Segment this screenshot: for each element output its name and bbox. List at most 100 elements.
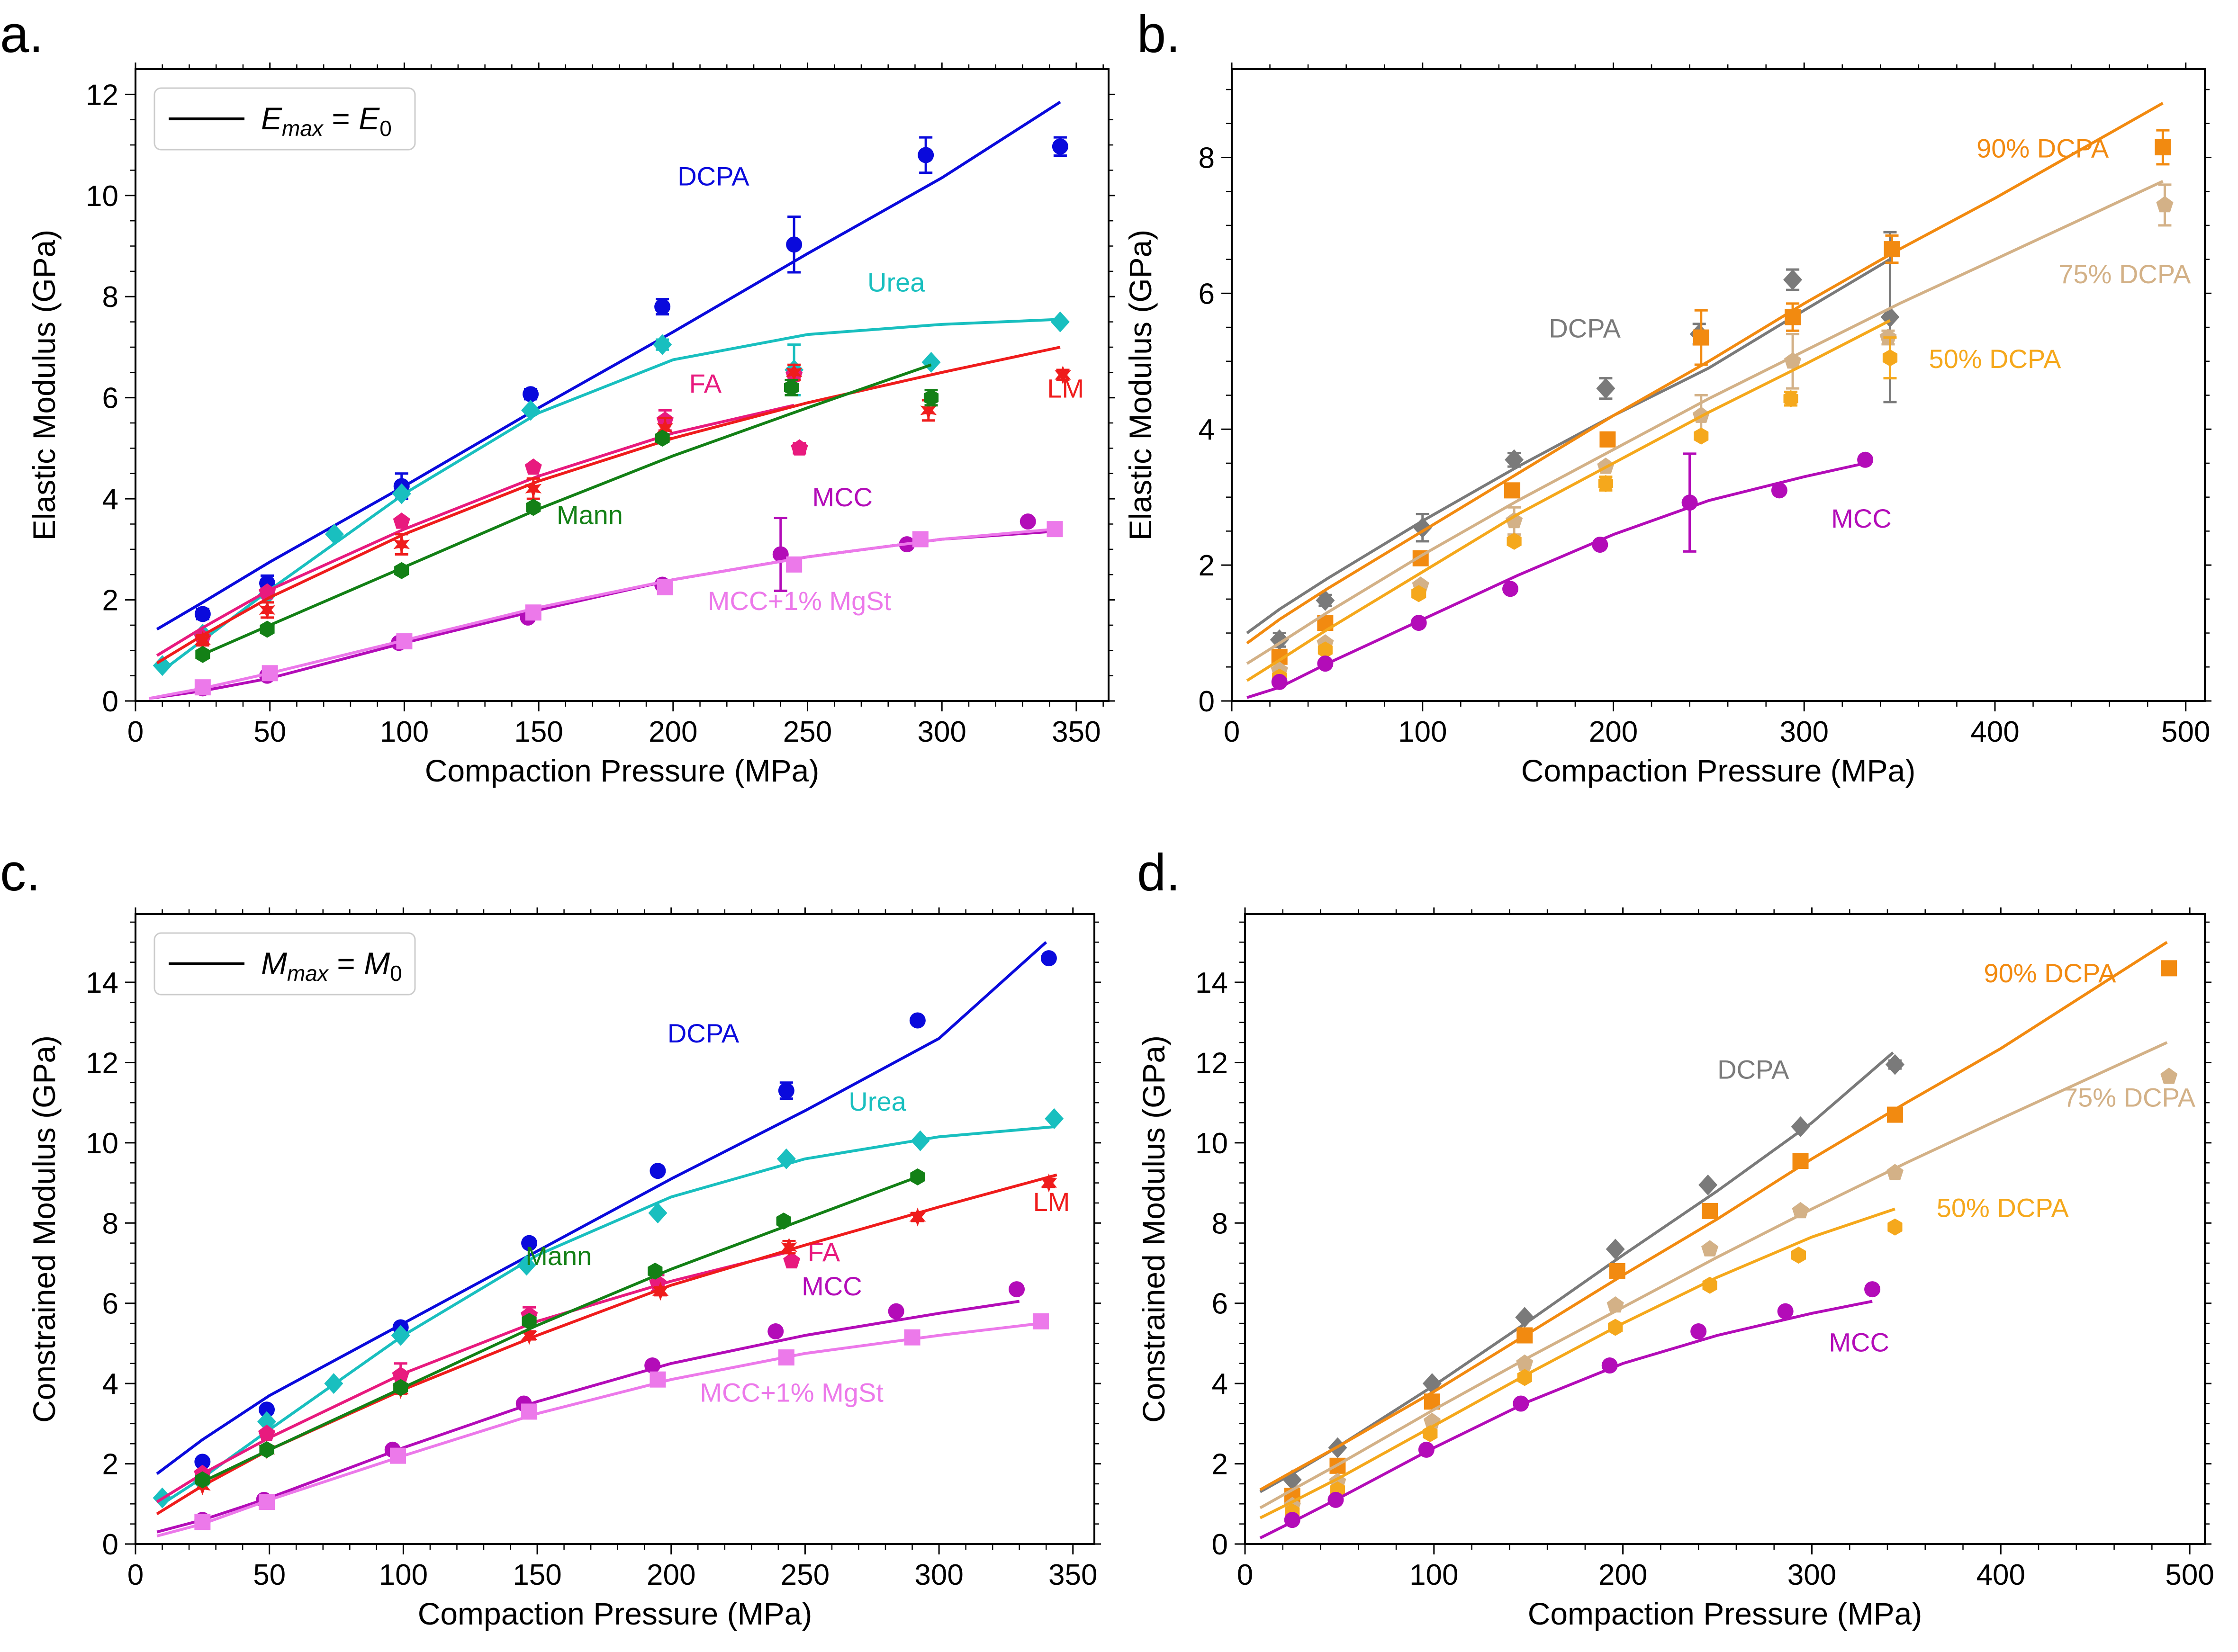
panel-d-chart: d. 0 100 200 300 400 500 0 2 4 6 8 10 12 14 Compaction … [1136,844,2214,1631]
panel-a-x-tick-label: 100 [380,716,429,748]
panel-a-legend: Emax = E0 [153,87,416,151]
panel-a-x-tick-label: 350 [1052,716,1101,748]
panel-b-data-point-90pct-dcpa [2155,139,2171,155]
panel-c-x-tick-label: 200 [647,1559,695,1591]
panel-a-series-label-urea: Urea [867,268,925,297]
panel-d-data-point-90pct-dcpa [1702,1203,1718,1219]
panel-c-data-point-mann [522,1312,537,1330]
panel-d-data-point-50pct-dcpa [1791,1247,1806,1264]
panel-d-data-point-90pct-dcpa [1609,1263,1625,1279]
panel-a-series-label-dcpa: DCPA [677,161,749,191]
panel-b-data-point-75pct-dcpa [2156,196,2174,213]
panel-d-y-tick-label: 8 [1212,1207,1228,1240]
panel-d-data-point-dcpa [1791,1116,1810,1137]
panel-a-data-point-fa [524,458,542,475]
panel-a-data-point-dcpa [786,236,803,253]
panel-b-data-point-50pct-dcpa [1598,475,1613,492]
panel-c-fit-line-dcpa [156,941,1047,1475]
panel-c-data-point-dcpa [650,1163,666,1179]
panel-d-data-point-75pct-dcpa [1792,1202,1809,1219]
panel-b-data-point-dcpa [1316,590,1335,611]
panel-c-y-axis-label: Constrained Modulus (GPa) [27,1035,62,1423]
panel-c-data-point-mcc [888,1303,904,1320]
panel-a-data-point-mann [923,389,939,406]
panel-b-letter: b. [1137,5,1181,63]
panel-d-series-label-90pct-dcpa: 90% DCPA [1984,958,2116,988]
panel-d-data-point-90pct-dcpa [1886,1106,1903,1123]
panel-b-y-axis-label: Elastic Modulus (GPa) [1123,230,1158,541]
panel-c-data-point-fa [783,1252,801,1269]
panel-b-data-point-mcc [1857,451,1874,468]
panel-a-y-tick-label: 6 [102,382,118,415]
panel-d-x-tick-label: 200 [1598,1559,1647,1591]
panel-d-data-point-mcc [1601,1357,1618,1374]
panel-a-data-point-mcc-1pct-mgst [262,665,278,682]
panel-d-series-label-50pct-dcpa: 50% DCPA [1937,1193,2069,1223]
panel-a-x-tick-label: 250 [783,716,832,748]
panel-a-x-axis-label: Compaction Pressure (MPa) [425,753,820,788]
panel-d-series-mcc: MCC [1259,1281,1889,1539]
panel-b-data-point-dcpa [1596,378,1615,399]
panel-a-fit-line-dcpa [156,100,1061,631]
panel-a-data-point-dcpa [654,298,671,315]
panel-b-series-label-50pct-dcpa: 50% DCPA [1929,344,2061,374]
panel-a-data-point-urea [153,655,172,676]
panel-c-data-point-mcc [644,1357,661,1374]
panel-a-data-point-lm [920,401,937,420]
panel-a-fit-line-fa [156,404,794,657]
panel-c-series-mann: Mann [195,1168,925,1489]
panel-c-data-point-mann [910,1168,925,1185]
panel-b-x-tick-label: 0 [1224,716,1240,748]
panel-c-x-tick-label: 150 [513,1559,561,1591]
panel-a-y-tick-label: 0 [102,685,118,718]
panel-d-series-50pct-dcpa: 50% DCPA [1259,1193,2069,1521]
panel-d-data-point-50pct-dcpa [1517,1369,1532,1386]
panel-a-data-point-lm [785,363,803,382]
panel-c-data-point-mcc-1pct-mgst [194,1514,211,1530]
panel-c-series-label-lm: LM [1033,1187,1070,1217]
panel-b-data-point-mcc [1410,615,1427,631]
panel-a-x-tick-label: 0 [127,716,144,748]
panel-d-series-90pct-dcpa: 90% DCPA [1259,941,2177,1504]
panel-a-data-point-urea [325,523,344,545]
panel-c-legend: Mmax = M0 [153,932,416,996]
panel-b-x-tick-label: 400 [1970,716,2019,748]
panel-c-data-point-dcpa [194,1454,211,1470]
panel-d-data-point-50pct-dcpa [1608,1319,1623,1336]
panel-a-data-point-mann [784,379,799,396]
panel-d-data-point-50pct-dcpa [1423,1425,1438,1442]
panel-c-data-point-mann [195,1471,210,1489]
panel-b-data-point-50pct-dcpa [1783,390,1798,407]
panel-d-y-axis-label: Constrained Modulus (GPa) [1136,1035,1171,1423]
panel-c-y-tick-label: 8 [102,1207,118,1240]
panel-a-series-label-fa: FA [689,368,722,398]
panel-a-data-point-mann [260,620,275,638]
panel-b-data-point-90pct-dcpa [1785,309,1801,325]
panel-b-x-tick-label: 100 [1398,716,1447,748]
panel-c-data-point-mcc-1pct-mgst [259,1494,275,1510]
panel-a-data-point-mcc-1pct-mgst [912,531,929,548]
panel-d-data-point-mcc [1284,1512,1300,1528]
panel-b-series-dcpa: DCPA [1246,231,1900,650]
panel-d-data-point-dcpa [1885,1054,1904,1075]
panel-d-y-tick-label: 0 [1212,1528,1228,1561]
panel-b-data-point-75pct-dcpa [1784,352,1802,369]
panel-c-data-point-lm [1040,1173,1057,1193]
panel-b-data-point-mcc [1771,482,1787,499]
panel-c-series-lm: LM [156,1173,1070,1516]
panel-b-data-point-mcc [1681,494,1698,511]
panel-d-fit-line-75pct-dcpa [1259,1041,2168,1509]
panel-a-data-point-urea [521,400,541,421]
panel-c-data-point-lm [521,1326,538,1345]
panel-d-data-point-mcc [1864,1281,1881,1298]
panel-c-fit-line-fa [156,1249,792,1503]
panel-a-data-point-mcc [1020,513,1036,530]
panel-a-data-point-mcc-1pct-mgst [396,633,413,650]
panel-d-data-point-mcc [1418,1441,1435,1458]
panel-c-y-tick-label: 2 [102,1448,118,1481]
panel-d-fit-line-dcpa [1259,1051,1894,1493]
panel-d-series-dcpa: DCPA [1259,1051,1904,1493]
panel-d-y-tick-label: 10 [1195,1127,1228,1160]
panel-a-series-label-mann: Mann [557,500,623,530]
panel-c-data-point-mcc-1pct-mgst [650,1371,666,1388]
